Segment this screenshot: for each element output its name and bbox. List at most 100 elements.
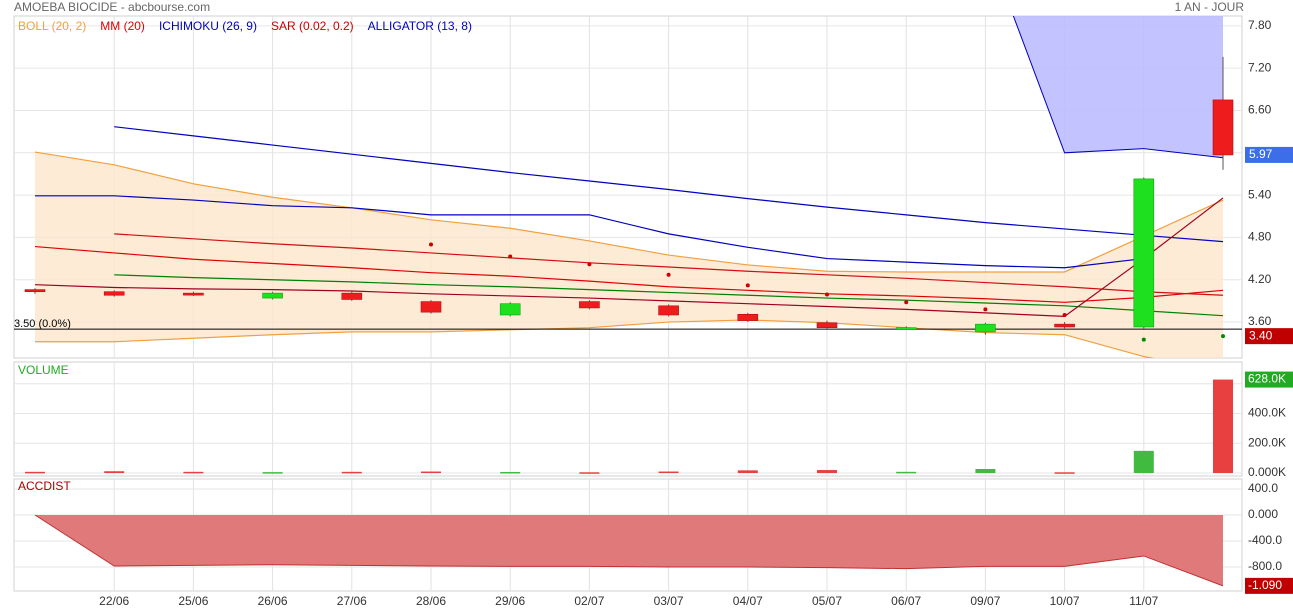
- volume-badge: [1245, 371, 1293, 388]
- x-tick-label: 04/07: [733, 594, 763, 608]
- price-badge-label: 5.97: [1249, 147, 1273, 161]
- legend-entry: BOLL (20, 2): [18, 19, 86, 33]
- volume-bar: [1054, 472, 1075, 474]
- accdist-line: [34, 514, 1224, 587]
- candle-body: [895, 327, 917, 330]
- candle-body: [816, 322, 838, 328]
- sar-dot: [508, 254, 513, 259]
- volume-badge-label: 628.0K: [1248, 372, 1286, 386]
- volume-panel: [13, 361, 1243, 477]
- indicator-line: [114, 126, 1224, 243]
- volume-bar: [817, 470, 837, 474]
- sar-dot: [1221, 334, 1225, 339]
- candle-body: [24, 289, 46, 293]
- indicator-line: [34, 197, 1224, 318]
- y-tick-label: 4.80: [1248, 230, 1272, 244]
- x-tick-label: 25/06: [178, 594, 208, 608]
- sar-dot: [1141, 337, 1146, 342]
- panel-title: VOLUME: [18, 363, 69, 377]
- legend-entry: ICHIMOKU (26, 9): [159, 19, 257, 33]
- legend-entry: ALLIGATOR (13, 8): [368, 19, 472, 33]
- candle-body: [499, 303, 521, 316]
- volume-bar: [341, 471, 362, 474]
- y-tick-label: 400.0K: [1248, 406, 1286, 420]
- x-tick-label: 05/07: [812, 594, 842, 608]
- y-tick-label: 0.000: [1248, 507, 1278, 521]
- y-tick-label: 3.60: [1248, 314, 1272, 328]
- plot-area: [34, 514, 1224, 587]
- candle-body: [262, 292, 283, 299]
- x-tick-label: 10/07: [1050, 594, 1080, 608]
- x-tick-label: 28/06: [416, 594, 446, 608]
- y-tick-label: 4.20: [1248, 272, 1272, 286]
- volume-bar: [500, 471, 521, 474]
- x-tick-label: 29/06: [495, 594, 525, 608]
- sar-dot: [587, 262, 592, 267]
- sar-dot: [429, 242, 433, 247]
- y-tick-label: 5.40: [1248, 187, 1272, 201]
- candle-body: [341, 292, 363, 300]
- volume-bar: [1213, 379, 1233, 474]
- x-tick-label: 03/07: [654, 594, 684, 608]
- candle-body: [183, 292, 204, 296]
- y-tick-label: 400.0: [1248, 481, 1278, 495]
- period: 1 AN - JOUR: [1175, 0, 1245, 14]
- y-tick-label: 200.0K: [1248, 435, 1286, 449]
- sar-dot: [666, 272, 671, 277]
- x-tick-label: 09/07: [970, 594, 1000, 608]
- candle-body: [658, 305, 679, 316]
- plot-area: [25, 379, 1233, 474]
- y-tick-label: -800.0: [1248, 559, 1282, 573]
- indicator-line: [35, 195, 1144, 269]
- volume-bar: [25, 471, 45, 474]
- volume-bar: [896, 471, 917, 474]
- y-tick-label: 7.20: [1248, 60, 1272, 74]
- candle-body: [103, 291, 125, 296]
- legend-entry: MM (20): [100, 19, 145, 33]
- volume-bar: [1133, 450, 1154, 474]
- x-tick-label: 22/06: [99, 594, 129, 608]
- reference-label: 3.50 (0.0%): [14, 318, 71, 330]
- plot-area: [14, 16, 1242, 358]
- volume-bar: [737, 470, 758, 474]
- candle-body: [737, 313, 759, 321]
- price-badge: [1245, 146, 1293, 163]
- boll-band: [35, 152, 1223, 358]
- sar-dot: [825, 292, 829, 297]
- x-tick-label: 26/06: [258, 594, 288, 608]
- x-tick-label: 11/07: [1129, 594, 1158, 608]
- sar-badge: [1245, 328, 1293, 345]
- volume-bar: [183, 471, 204, 474]
- candle-body: [579, 301, 600, 309]
- indicator-line: [114, 274, 1224, 317]
- accdist-badge-label: -1.090: [1248, 578, 1282, 592]
- sar-badge-label: 3.40: [1249, 328, 1273, 342]
- y-tick-label: 6.60: [1248, 103, 1272, 117]
- y-tick-label: 7.80: [1248, 18, 1272, 32]
- x-tick-label: 02/07: [574, 594, 604, 608]
- volume-bar: [579, 472, 600, 474]
- panel-title: ACCDIST: [18, 479, 71, 493]
- accdist-area: [35, 515, 1223, 586]
- cloud-edge: [1012, 16, 1224, 159]
- volume-bar: [262, 472, 283, 474]
- sar-dot: [1062, 312, 1067, 317]
- chart-title: AMOEBA BIOCIDE - abcbourse.com: [14, 0, 210, 14]
- sar-dot: [745, 283, 750, 288]
- volume-bar: [104, 471, 125, 474]
- indicator-line: [34, 245, 1224, 303]
- indicator-line: [34, 151, 1224, 273]
- candle-body: [975, 323, 996, 333]
- sar-dot: [983, 307, 988, 312]
- candle-body: [1133, 178, 1155, 328]
- y-tick-label: 0.000K: [1248, 465, 1286, 479]
- sar-dot: [904, 300, 909, 305]
- indicator-line: [35, 319, 1155, 358]
- ichimoku-cloud: [1013, 16, 1223, 158]
- x-tick-label: 27/06: [337, 594, 367, 608]
- indicator-line: [114, 233, 1224, 296]
- y-tick-label: -400.0: [1248, 533, 1282, 547]
- volume-bar: [975, 469, 996, 474]
- volume-bar: [658, 471, 679, 474]
